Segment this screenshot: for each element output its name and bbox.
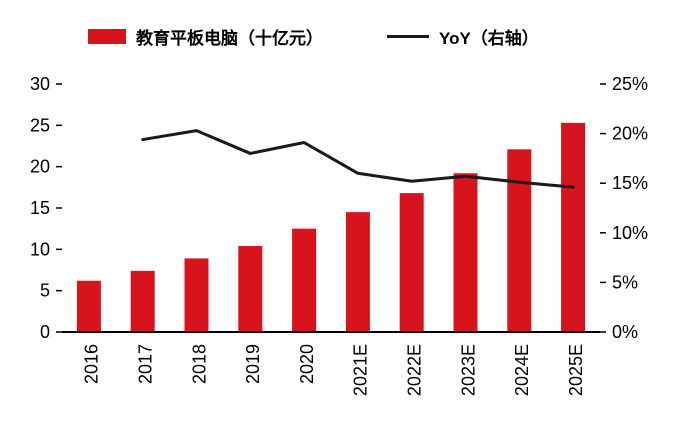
- left-axis-tick-label: 25: [30, 115, 50, 135]
- legend-item-line: YoY（右轴）: [387, 24, 539, 49]
- left-axis-tick-label: 0: [40, 322, 50, 342]
- x-axis-label-2022E: 2022E: [404, 344, 424, 396]
- yoy-line: [141, 129, 575, 189]
- x-axis-label-2016: 2016: [82, 344, 102, 384]
- bar-2020: [292, 228, 317, 332]
- left-axis-tick-label: 5: [40, 281, 50, 301]
- bar-2022E: [399, 193, 424, 332]
- x-axis-label-2019: 2019: [243, 344, 263, 384]
- right-axis-tick-label: 20%: [612, 124, 648, 144]
- bar-2016: [76, 280, 101, 332]
- bar-2018: [184, 258, 209, 332]
- bar-2021E: [345, 212, 370, 332]
- bar-series-label: 教育平板电脑（十亿元）: [136, 29, 323, 48]
- x-axis-label-2018: 2018: [189, 344, 209, 384]
- line-series-swatch-icon: [387, 35, 429, 38]
- x-axis-label-2020: 2020: [297, 344, 317, 384]
- x-axis-label-2025E: 2025E: [566, 344, 586, 396]
- left-axis-tick-label: 20: [30, 157, 50, 177]
- bar-2025E: [561, 122, 586, 332]
- right-axis-tick-label: 25%: [612, 74, 648, 94]
- x-axis-label-2023E: 2023E: [458, 344, 478, 396]
- line-series-label: YoY（右轴）: [439, 29, 539, 48]
- bar-2017: [130, 270, 155, 332]
- bar-series-swatch-icon: [88, 29, 126, 44]
- legend-item-bar: 教育平板电脑（十亿元）: [88, 24, 323, 49]
- x-axis-label-2021E: 2021E: [351, 344, 371, 396]
- bar-2023E: [453, 173, 478, 332]
- left-axis-tick-label: 15: [30, 198, 50, 218]
- right-axis-tick-label: 5%: [612, 272, 638, 292]
- left-axis-tick-label: 10: [30, 239, 50, 259]
- bar-2024E: [507, 149, 532, 332]
- x-axis-label-2017: 2017: [135, 344, 155, 384]
- left-axis-tick-label: 30: [30, 74, 50, 94]
- chart-legend: 教育平板电脑（十亿元） YoY（右轴）: [88, 24, 539, 49]
- x-axis-label-2024E: 2024E: [512, 344, 532, 396]
- right-axis-tick-label: 15%: [612, 173, 648, 193]
- right-axis-tick-label: 0%: [612, 322, 638, 342]
- right-axis-tick-label: 10%: [612, 223, 648, 243]
- bar-2019: [238, 246, 263, 332]
